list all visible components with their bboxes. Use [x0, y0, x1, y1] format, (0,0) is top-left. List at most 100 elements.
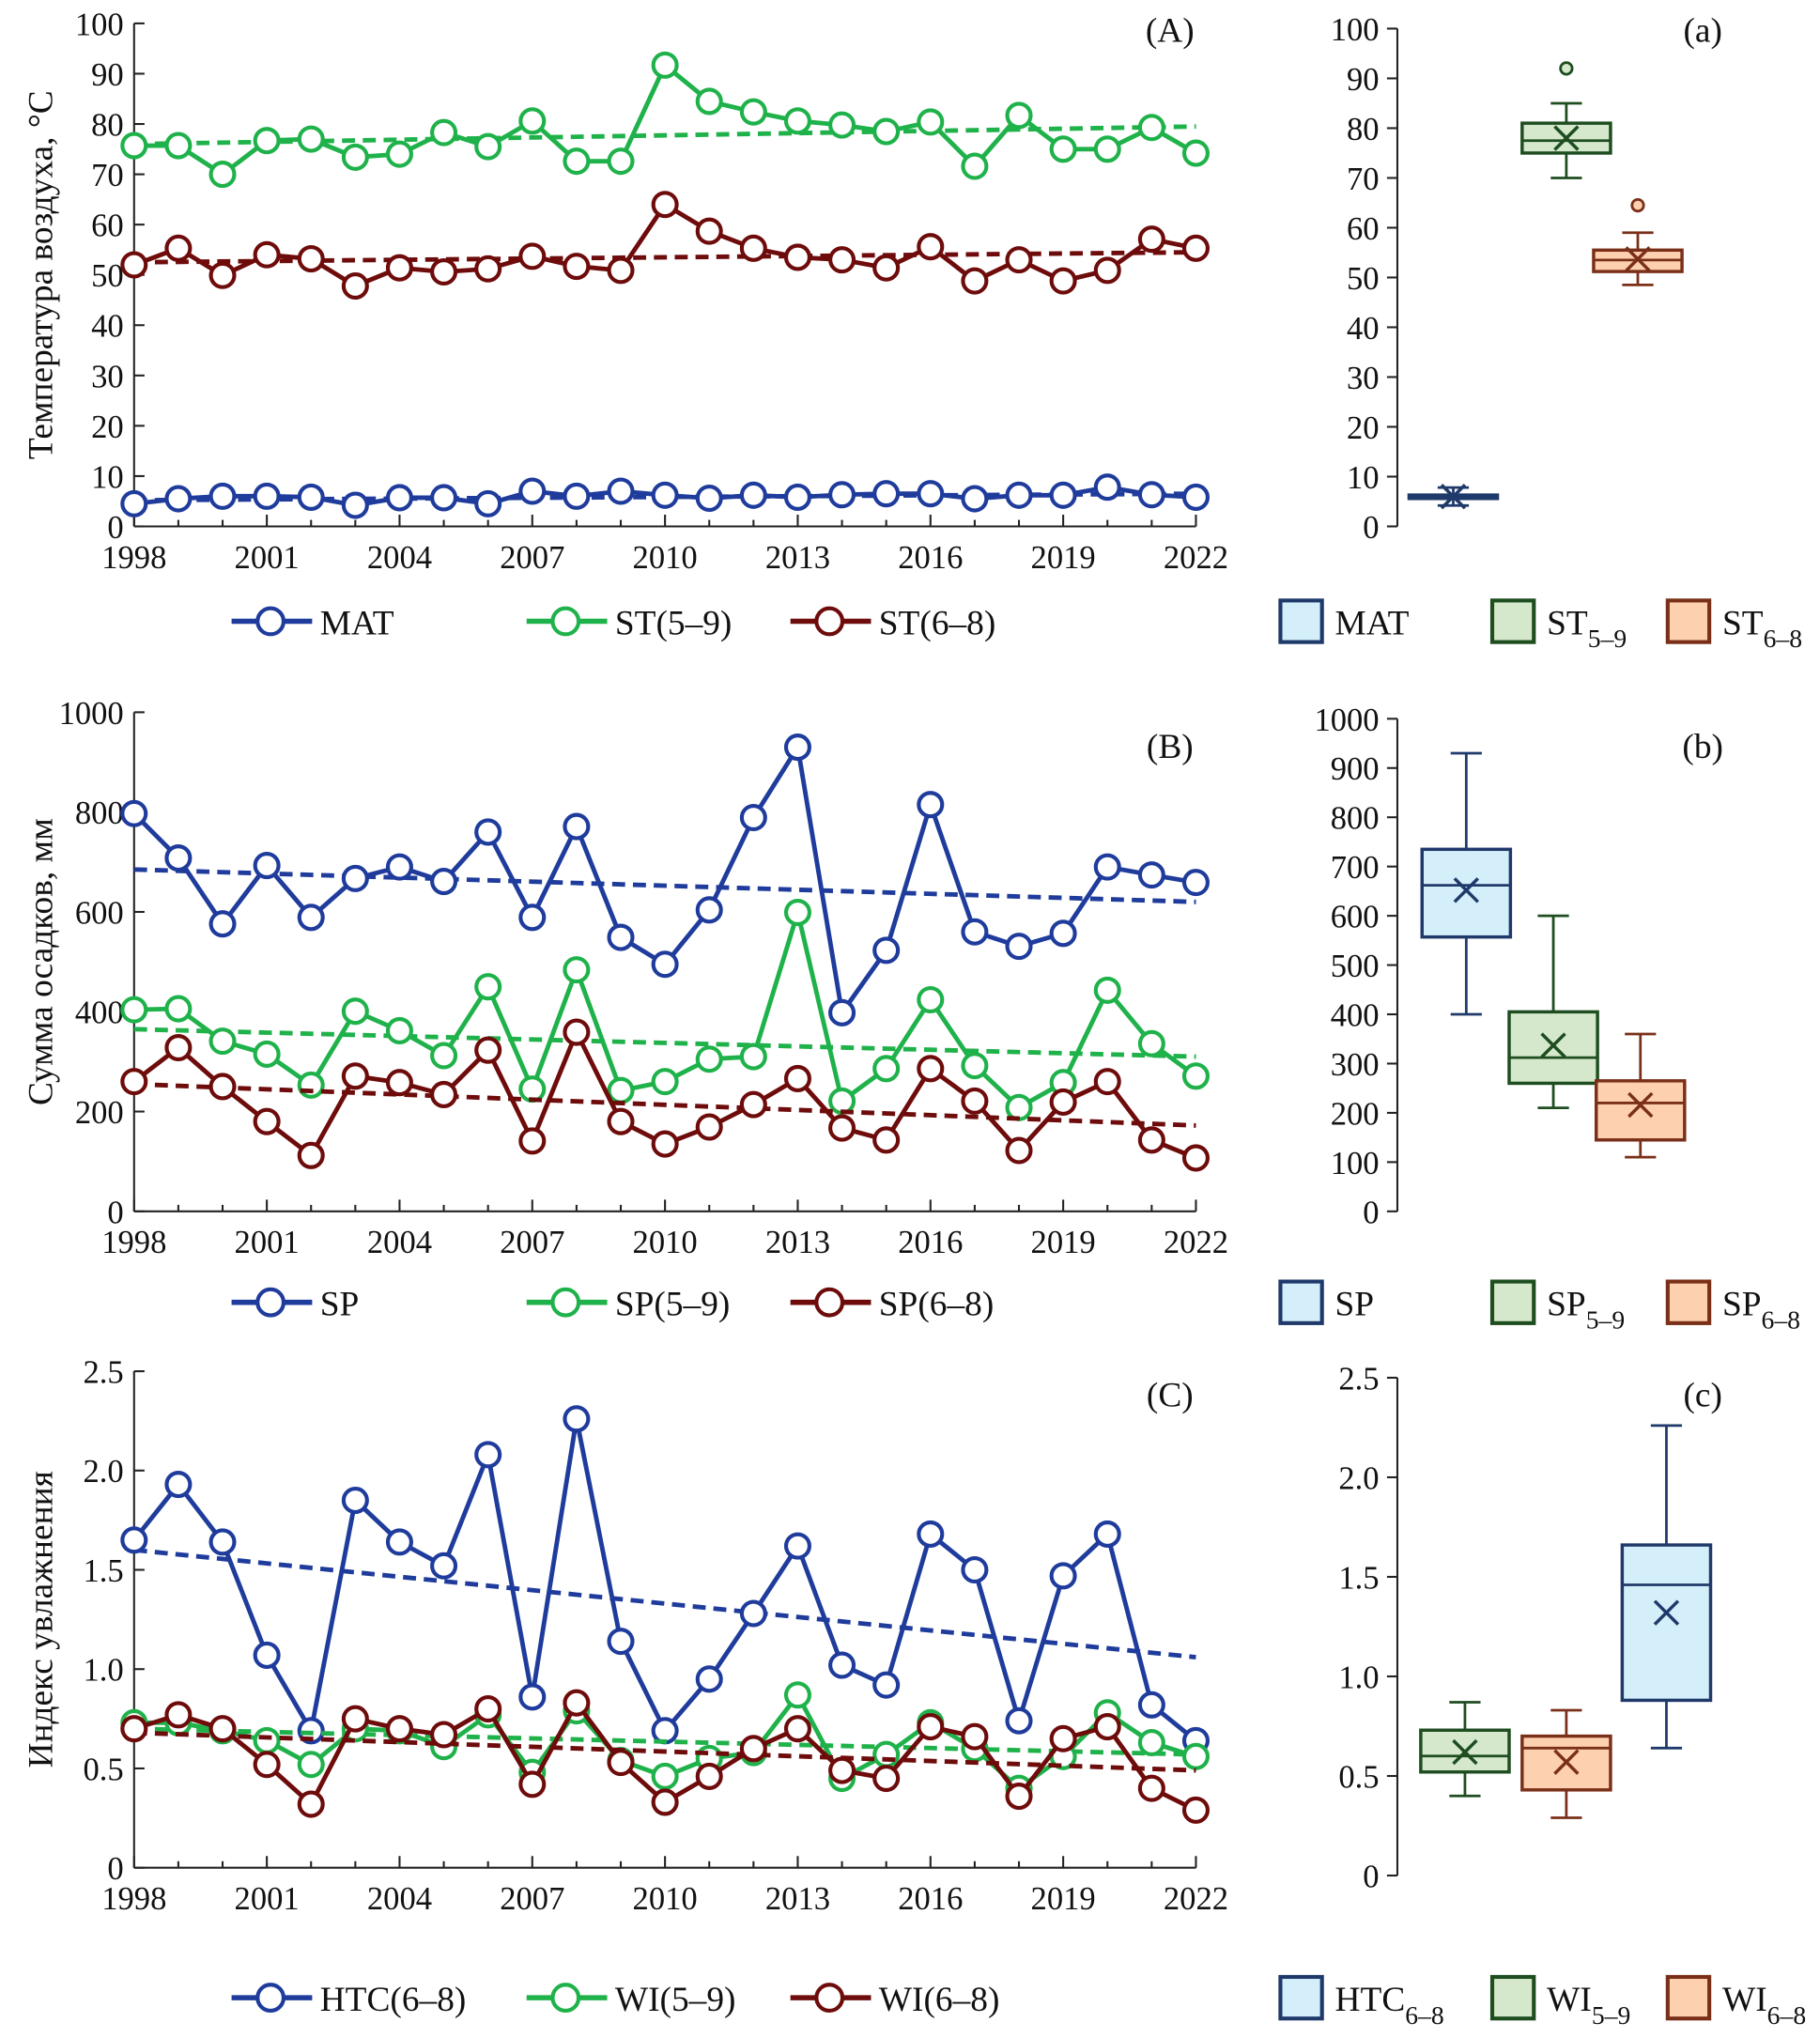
data-point	[474, 1695, 502, 1723]
y-tick-label: 0.5	[83, 1752, 123, 1787]
data-point	[164, 995, 193, 1023]
data-point	[828, 1114, 856, 1142]
data-point	[917, 1055, 945, 1083]
legend-swatch	[1665, 598, 1712, 644]
panel-label: (b)	[1682, 728, 1723, 766]
data-point	[783, 1064, 811, 1092]
x-tick-label: 2007	[500, 540, 564, 576]
data-point	[208, 1027, 237, 1056]
y-tick-label: 100	[1331, 12, 1380, 48]
legend-label: WI(5–9)	[615, 1981, 736, 2019]
data-point	[518, 242, 547, 270]
data-point	[1181, 1796, 1210, 1824]
data-point	[208, 482, 237, 510]
legend-label: HTC6–8	[1335, 1981, 1444, 2030]
x-tick-label: 2016	[898, 1881, 963, 1917]
data-point	[961, 1087, 989, 1115]
data-point	[783, 1681, 811, 1709]
legend-subscript: 5–9	[1588, 624, 1627, 653]
legend-label: SP(5–9)	[615, 1286, 730, 1324]
data-point	[164, 234, 193, 262]
data-point	[607, 1628, 635, 1656]
data-point	[208, 261, 237, 289]
data-point	[1005, 246, 1033, 274]
data-point	[208, 1528, 237, 1556]
data-point	[607, 256, 635, 285]
data-point	[474, 973, 502, 1001]
data-point	[1093, 256, 1121, 285]
data-point	[1137, 1774, 1165, 1802]
legend-marker	[255, 1287, 286, 1318]
y-tick-label: 20	[91, 409, 124, 445]
legend-subscript: 6–8	[1405, 2000, 1443, 2030]
data-point	[253, 482, 281, 510]
x-tick-label: 2010	[633, 540, 698, 576]
data-point	[917, 233, 945, 261]
data-point	[1137, 481, 1165, 509]
box-0	[1419, 1701, 1511, 1798]
x-tick-label: 2022	[1164, 1881, 1228, 1917]
series-0	[120, 473, 1210, 519]
legend-label: HTC(6–8)	[320, 1981, 467, 2019]
legend-item: ST5–9	[1489, 598, 1627, 653]
data-point	[1137, 1728, 1165, 1757]
data-point	[385, 484, 413, 512]
mean-marker	[1553, 1749, 1580, 1775]
data-point	[1005, 1136, 1033, 1165]
data-point	[518, 1770, 547, 1799]
mean-marker	[1452, 1738, 1478, 1766]
panel-label: (B)	[1147, 728, 1194, 766]
data-point	[563, 812, 591, 841]
y-tick-label: 10	[91, 459, 124, 495]
legend-item: ST(5–9)	[526, 604, 732, 642]
data-point	[120, 1068, 148, 1096]
y-tick-label: 200	[1331, 1096, 1380, 1132]
data-point	[120, 489, 148, 517]
data-point	[430, 118, 458, 147]
panel-label: (a)	[1683, 11, 1721, 50]
data-point	[828, 246, 856, 274]
series-line	[133, 61, 1197, 178]
data-point	[607, 923, 635, 951]
data-point	[253, 240, 281, 269]
legend-label: MAT	[320, 604, 394, 642]
legend-item: SP(6–8)	[790, 1286, 994, 1324]
data-point	[208, 161, 237, 189]
legend-label: SP	[1335, 1286, 1375, 1324]
legend-swatch	[1489, 1974, 1536, 2021]
data-point	[253, 1751, 281, 1779]
y-tick-label: 70	[91, 158, 124, 193]
legend-item: SP	[1278, 1279, 1375, 1325]
data-point	[651, 481, 679, 509]
box-iqr	[1620, 1543, 1713, 1703]
y-tick-label: 0.5	[1338, 1759, 1379, 1795]
legend-marker	[814, 1983, 845, 2014]
data-point	[917, 791, 945, 819]
legend-marker	[814, 1287, 845, 1318]
data-point	[695, 484, 723, 513]
data-point	[563, 482, 591, 510]
data-point	[651, 51, 679, 79]
data-point	[872, 1671, 901, 1699]
data-point	[208, 910, 237, 938]
data-point	[1049, 135, 1077, 163]
data-point	[1181, 1062, 1210, 1090]
legend-name: SP	[1335, 1286, 1375, 1324]
trend-line	[133, 1547, 1196, 1660]
legend-item: ST6–8	[1665, 598, 1802, 653]
data-point	[563, 147, 591, 176]
data-point	[563, 253, 591, 281]
data-point	[1137, 1126, 1165, 1154]
data-point	[739, 481, 767, 509]
legend-item: WI5–9	[1489, 1974, 1630, 2030]
mean-marker	[1553, 125, 1580, 151]
data-point	[474, 1441, 502, 1469]
mean-marker	[1653, 1599, 1680, 1626]
data-point	[1049, 481, 1077, 509]
data-point	[961, 918, 989, 946]
y-tick-label: 40	[91, 309, 124, 345]
legend-swatch	[1278, 1974, 1324, 2021]
series-1	[120, 51, 1210, 189]
